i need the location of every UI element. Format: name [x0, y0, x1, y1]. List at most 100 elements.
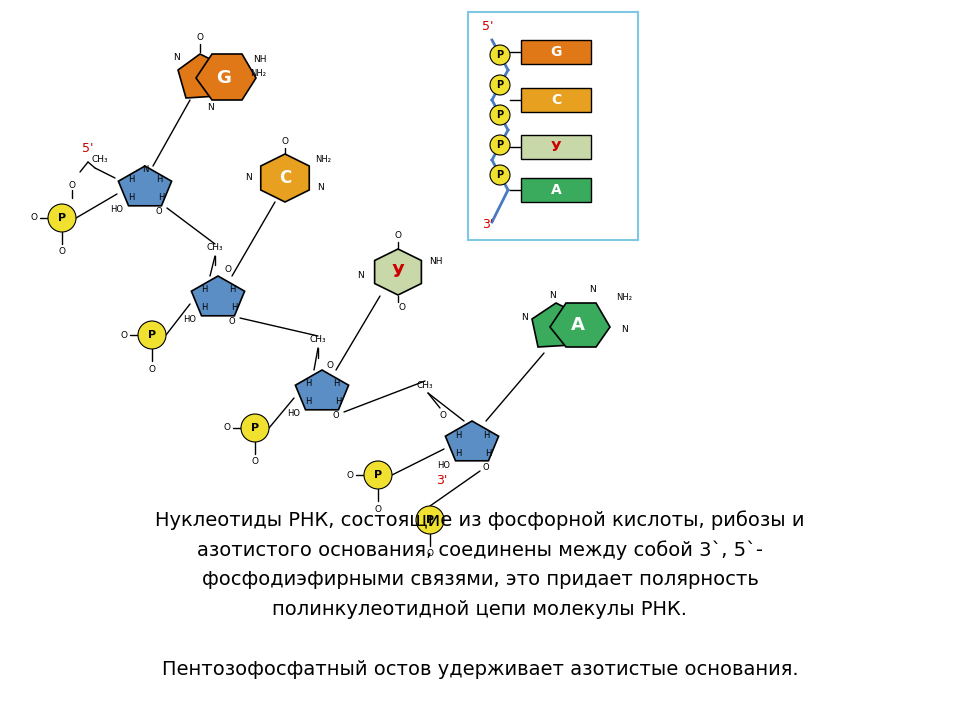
- Text: H: H: [201, 286, 207, 294]
- Text: NH₂: NH₂: [250, 68, 266, 78]
- Circle shape: [490, 105, 510, 125]
- Text: NH: NH: [253, 55, 267, 65]
- Text: H: H: [228, 286, 235, 294]
- Polygon shape: [196, 54, 256, 100]
- Polygon shape: [178, 54, 224, 98]
- Polygon shape: [445, 421, 498, 461]
- Text: O: O: [121, 330, 128, 340]
- Text: CH₃: CH₃: [417, 380, 433, 390]
- Text: N: N: [520, 312, 527, 322]
- Text: G: G: [217, 69, 231, 87]
- Circle shape: [490, 45, 510, 65]
- FancyBboxPatch shape: [521, 135, 591, 159]
- Text: O: O: [426, 549, 434, 559]
- Text: CH₃: CH₃: [310, 336, 326, 344]
- Text: H: H: [335, 397, 341, 407]
- Text: O: O: [228, 318, 235, 326]
- Circle shape: [490, 165, 510, 185]
- Polygon shape: [550, 303, 610, 347]
- FancyBboxPatch shape: [521, 88, 591, 112]
- Text: N: N: [620, 325, 628, 333]
- Text: O: O: [374, 505, 381, 513]
- Text: O: O: [149, 364, 156, 374]
- Text: полинкулеотидной цепи молекулы РНК.: полинкулеотидной цепи молекулы РНК.: [273, 600, 687, 619]
- Text: P: P: [496, 170, 504, 180]
- Text: HO: HO: [110, 205, 124, 215]
- Polygon shape: [191, 276, 245, 316]
- Text: H: H: [483, 431, 490, 439]
- Text: N: N: [142, 166, 148, 174]
- Text: P: P: [496, 140, 504, 150]
- Text: H: H: [128, 176, 134, 184]
- Text: A: A: [551, 183, 562, 197]
- Text: У: У: [551, 140, 562, 154]
- Text: N: N: [318, 184, 324, 192]
- Text: H: H: [201, 304, 207, 312]
- Text: O: O: [398, 304, 405, 312]
- Text: Пентозофосфатный остов удерживает азотистые основания.: Пентозофосфатный остов удерживает азотис…: [161, 660, 799, 679]
- FancyBboxPatch shape: [521, 40, 591, 64]
- Text: O: O: [59, 248, 65, 256]
- Text: 5': 5': [482, 20, 493, 34]
- Text: O: O: [326, 361, 333, 369]
- Text: H: H: [230, 304, 237, 312]
- Text: фосфодиэфирными связями, это придает полярность: фосфодиэфирными связями, это придает пол…: [202, 570, 758, 589]
- Text: N: N: [207, 104, 214, 112]
- Polygon shape: [261, 154, 309, 202]
- Text: H: H: [156, 176, 162, 184]
- Text: H: H: [128, 194, 134, 202]
- Text: N: N: [548, 290, 556, 300]
- Text: HO: HO: [287, 410, 300, 418]
- FancyBboxPatch shape: [521, 178, 591, 202]
- Circle shape: [416, 506, 444, 534]
- Text: N: N: [173, 53, 180, 63]
- Text: N: N: [246, 174, 252, 182]
- Text: P: P: [496, 110, 504, 120]
- Text: O: O: [225, 266, 231, 274]
- Text: P: P: [58, 213, 66, 223]
- Text: A: A: [571, 316, 585, 334]
- Text: H: H: [305, 397, 311, 407]
- Text: азотистого основания, соединены между собой 3`, 5`-: азотистого основания, соединены между со…: [197, 540, 763, 559]
- Text: O: O: [156, 207, 162, 217]
- Circle shape: [138, 321, 166, 349]
- Text: NH: NH: [429, 258, 443, 266]
- Text: H: H: [485, 449, 492, 457]
- Text: 3': 3': [482, 218, 493, 232]
- Text: H: H: [305, 379, 311, 389]
- Text: O: O: [252, 457, 258, 467]
- Circle shape: [364, 461, 392, 489]
- Text: P: P: [251, 423, 259, 433]
- Text: P: P: [496, 80, 504, 90]
- Text: O: O: [483, 462, 490, 472]
- Text: H: H: [455, 449, 461, 457]
- Text: C: C: [278, 169, 291, 187]
- Circle shape: [241, 414, 269, 442]
- Text: O: O: [440, 410, 446, 420]
- Text: O: O: [281, 138, 289, 146]
- Text: O: O: [347, 470, 353, 480]
- Text: 3': 3': [436, 474, 447, 487]
- Text: P: P: [374, 470, 382, 480]
- Circle shape: [48, 204, 76, 232]
- Text: H: H: [455, 431, 461, 439]
- Text: O: O: [224, 423, 230, 433]
- Text: 5': 5': [83, 142, 94, 155]
- Circle shape: [490, 135, 510, 155]
- Polygon shape: [118, 166, 172, 206]
- Polygon shape: [532, 303, 580, 347]
- Text: У: У: [392, 263, 404, 281]
- Text: P: P: [496, 50, 504, 60]
- Circle shape: [490, 75, 510, 95]
- Text: H: H: [157, 194, 164, 202]
- Text: Нуклеотиды РНК, состоящие из фосфорной кислоты, рибозы и: Нуклеотиды РНК, состоящие из фосфорной к…: [156, 510, 804, 530]
- Text: O: O: [333, 412, 339, 420]
- Text: CH₃: CH₃: [92, 156, 108, 164]
- Text: H: H: [333, 379, 339, 389]
- Text: N: N: [588, 284, 595, 294]
- Text: HO: HO: [183, 315, 197, 325]
- Text: O: O: [395, 232, 401, 240]
- Text: CH₃: CH₃: [206, 243, 224, 253]
- Text: O: O: [31, 214, 37, 222]
- FancyBboxPatch shape: [468, 12, 638, 240]
